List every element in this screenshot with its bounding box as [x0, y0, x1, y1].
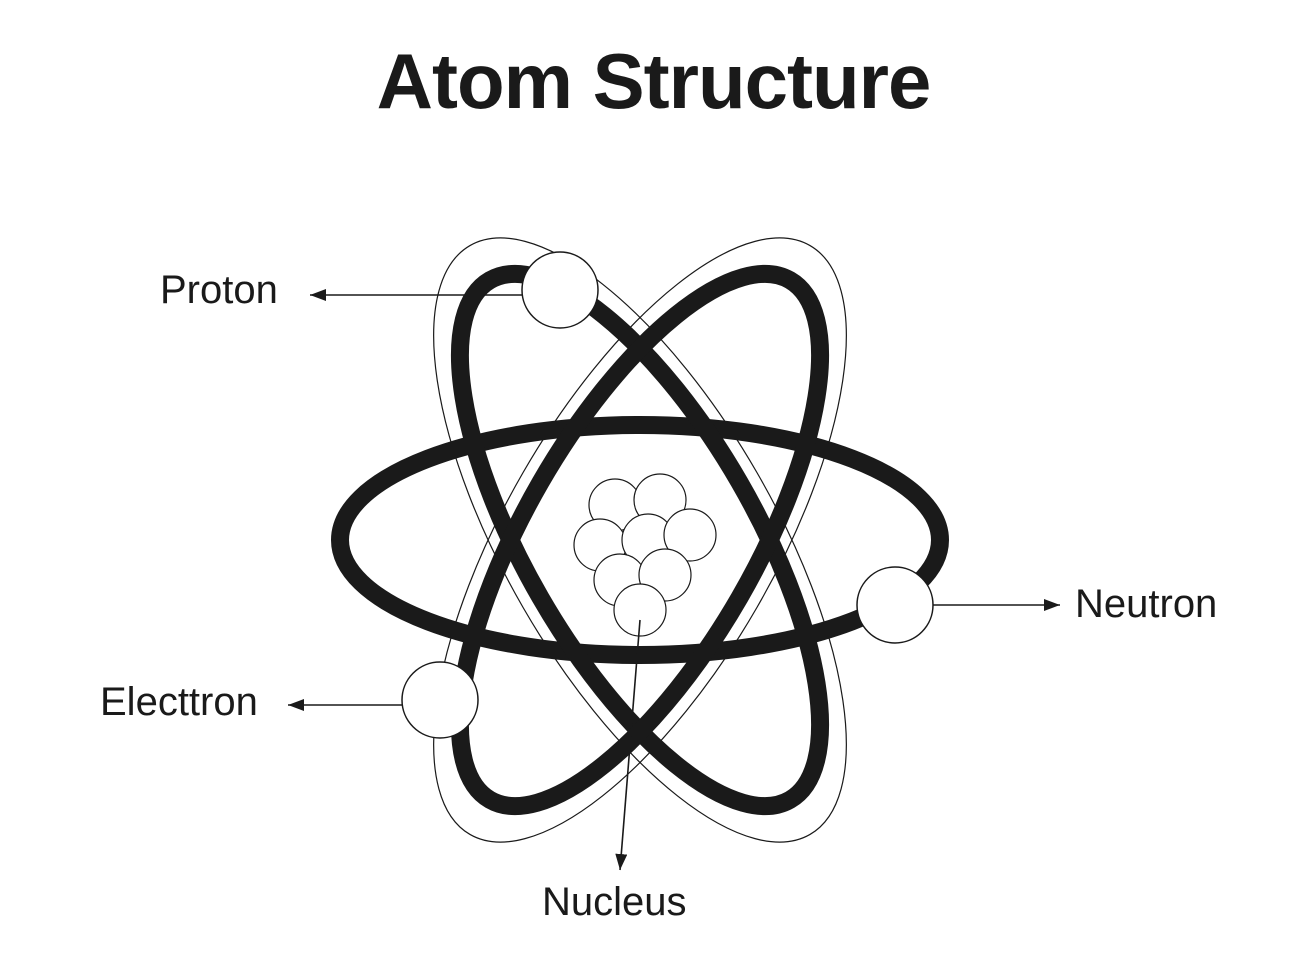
proton-particle	[522, 252, 598, 328]
nucleus-cluster	[574, 474, 716, 636]
neutron-label: Neutron	[1075, 582, 1217, 627]
electron-label: Electtron	[100, 680, 258, 725]
nucleus-label: Nucleus	[542, 880, 687, 925]
electron-particle	[402, 662, 478, 738]
page-title: Atom Structure	[0, 36, 1307, 127]
proton-label: Proton	[160, 268, 278, 313]
neutron-particle	[857, 567, 933, 643]
atom-diagram	[0, 0, 1307, 980]
